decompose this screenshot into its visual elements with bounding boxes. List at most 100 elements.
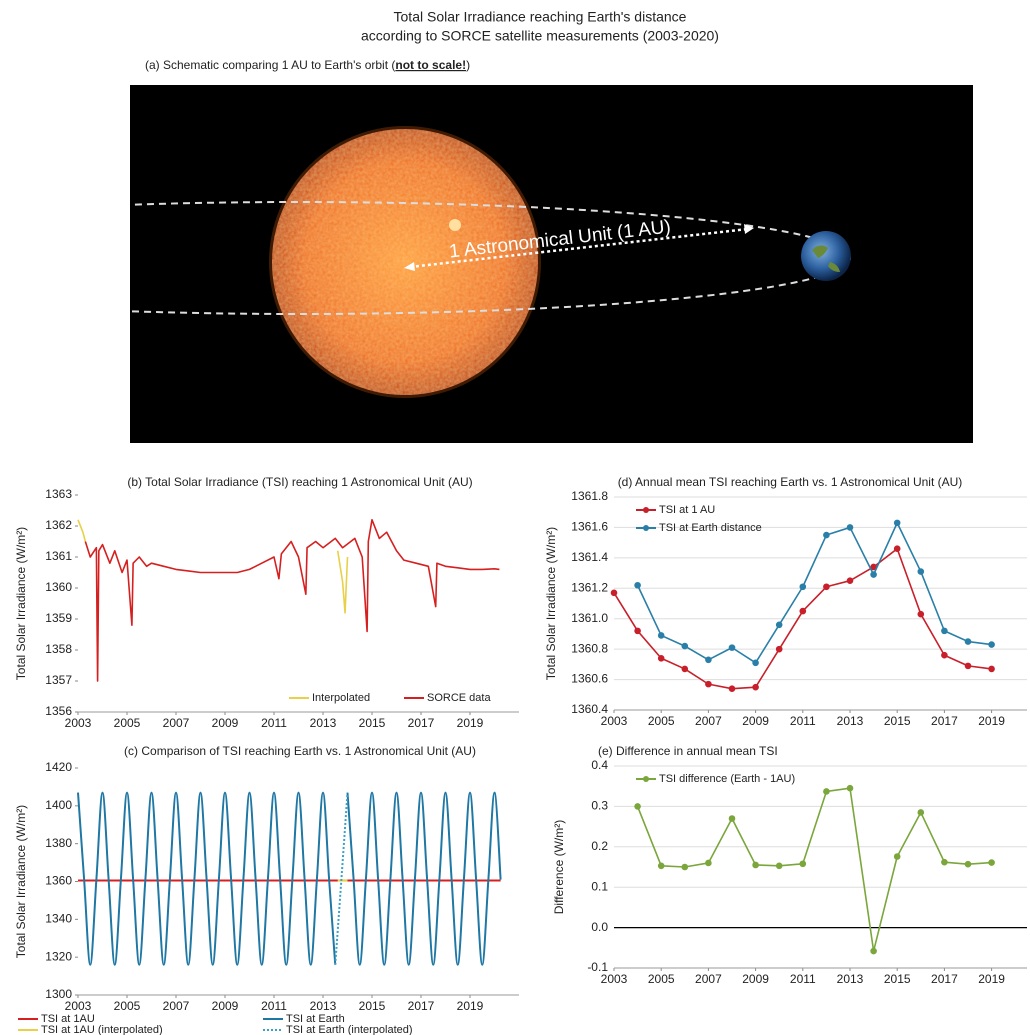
series-line (77, 791, 502, 966)
legend-marker (643, 525, 649, 531)
marker (988, 665, 995, 673)
x-tick-label: 2003 (65, 999, 92, 1013)
marker (799, 860, 807, 868)
series-line (77, 519, 349, 614)
legend-label: TSI at 1 AU (659, 504, 715, 516)
marker (634, 627, 641, 635)
marker (657, 654, 665, 662)
x-tick-label: 2005 (648, 972, 675, 986)
legend-label: TSI at Earth (interpolated) (286, 1024, 413, 1035)
marker (681, 665, 689, 673)
y-tick-label: -0.1 (587, 960, 608, 974)
y-tick-label: 1358 (45, 642, 72, 656)
marker (705, 656, 712, 664)
marker (870, 563, 877, 571)
marker (681, 642, 689, 650)
legend-label: TSI difference (Earth - 1AU) (659, 773, 795, 785)
x-tick-label: 2015 (884, 714, 911, 728)
x-tick-label: 2011 (790, 714, 816, 728)
y-tick-label: 0.0 (591, 920, 608, 934)
x-tick-label: 2013 (310, 999, 337, 1013)
figure-title: according to SORCE satellite measurement… (361, 28, 719, 44)
marker (988, 859, 995, 866)
y-tick-label: 1300 (45, 987, 72, 1001)
y-tick-label: 1380 (45, 836, 72, 850)
y-tick-label: 1420 (45, 760, 72, 774)
x-tick-label: 2003 (65, 716, 92, 730)
x-tick-label: 2007 (163, 999, 190, 1013)
y-tick-label: 1320 (45, 949, 72, 963)
marker (988, 641, 995, 648)
x-tick-label: 2015 (359, 999, 386, 1013)
x-tick-label: 2009 (742, 714, 769, 728)
y-tick-label: 1361.8 (571, 489, 608, 503)
y-axis-label: Total Solar Irradiance (W/m²) (14, 805, 28, 958)
x-tick-label: 2017 (408, 999, 435, 1013)
marker (705, 859, 712, 867)
marker (705, 680, 712, 688)
marker (634, 581, 641, 589)
y-tick-label: 1360 (45, 580, 72, 594)
marker (917, 610, 925, 618)
x-tick-label: 2013 (837, 714, 864, 728)
marker (775, 645, 783, 653)
marker (752, 659, 759, 667)
chart-title: (b) Total Solar Irradiance (TSI) reachin… (127, 475, 472, 489)
y-tick-label: 1357 (45, 673, 72, 687)
y-tick-label: 1361.6 (571, 520, 608, 534)
marker (752, 861, 759, 869)
marker (846, 524, 854, 531)
x-tick-label: 2017 (931, 714, 958, 728)
legend-label: SORCE data (427, 692, 491, 704)
y-axis-label: Difference (W/m²) (552, 820, 566, 914)
legend-label: TSI at Earth distance (659, 522, 762, 534)
legend-label: Interpolated (312, 692, 370, 704)
x-tick-label: 2009 (212, 999, 239, 1013)
series-line (636, 522, 992, 664)
series-line (636, 787, 992, 952)
y-tick-label: 0.4 (591, 758, 608, 772)
marker (964, 662, 972, 670)
x-tick-label: 2005 (114, 716, 141, 730)
sun-spot (449, 219, 461, 231)
marker (870, 571, 877, 578)
au-arrow (409, 227, 749, 269)
marker (657, 862, 665, 870)
x-tick-label: 2015 (359, 716, 386, 730)
sun (272, 129, 538, 395)
chart-title: (c) Comparison of TSI reaching Earth vs.… (124, 744, 476, 758)
y-tick-label: 1360.4 (571, 702, 608, 716)
earth (801, 231, 851, 281)
x-tick-label: 2017 (408, 716, 435, 730)
marker (799, 607, 807, 615)
caption-text: ) (466, 58, 470, 72)
x-tick-label: 2005 (648, 714, 675, 728)
x-tick-label: 2003 (601, 714, 628, 728)
y-tick-label: 1360 (45, 874, 72, 888)
marker (799, 583, 807, 591)
marker (634, 803, 641, 810)
y-tick-label: 1360.8 (571, 641, 608, 655)
marker (823, 531, 830, 539)
y-tick-label: 1340 (45, 912, 72, 926)
panel-a-caption: (a) Schematic comparing 1 AU to Earth's … (145, 58, 470, 72)
marker (846, 577, 854, 584)
legend-label: TSI at Earth (286, 1013, 345, 1025)
marker (941, 627, 948, 635)
figure-title: Total Solar Irradiance reaching Earth's … (394, 9, 687, 25)
legend-marker (643, 507, 649, 513)
marker (610, 589, 618, 597)
marker (752, 683, 759, 691)
x-tick-label: 2011 (790, 972, 816, 986)
marker (823, 788, 830, 795)
marker (846, 784, 854, 792)
x-tick-label: 2019 (457, 716, 484, 730)
y-tick-label: 1360.6 (571, 672, 608, 686)
legend-label: TSI at 1AU (41, 1013, 95, 1025)
marker (964, 638, 972, 645)
y-tick-label: 1356 (45, 704, 72, 718)
marker (917, 568, 925, 575)
x-tick-label: 2011 (261, 716, 287, 730)
y-tick-label: 1361 (45, 549, 72, 563)
arrow-head (404, 262, 415, 271)
